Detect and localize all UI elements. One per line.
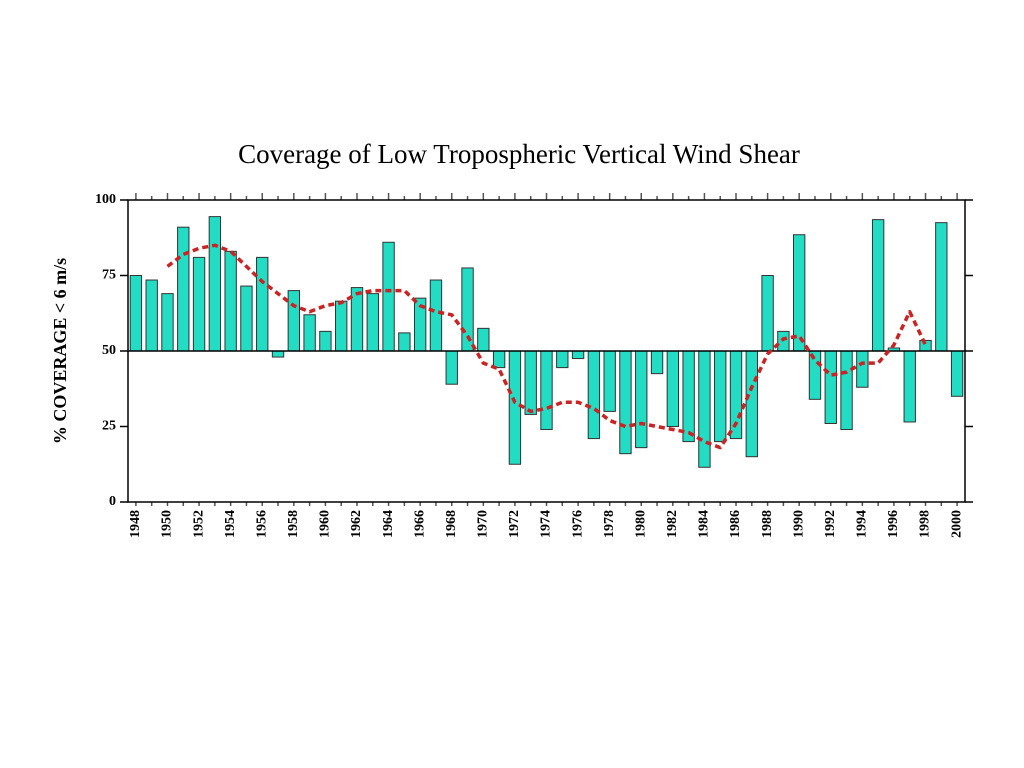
bar [587, 350, 601, 440]
bar [871, 219, 885, 352]
x-tick-label: 1960 [318, 510, 333, 538]
bar [429, 279, 443, 352]
bar [208, 216, 222, 352]
bar [571, 350, 585, 360]
smoothed-line [166, 243, 928, 450]
bar [335, 300, 348, 352]
x-tick-label: 1988 [760, 510, 775, 538]
y-tick-label: 50 [102, 343, 116, 358]
bar [935, 222, 948, 352]
bar [682, 350, 695, 443]
bar [792, 234, 806, 352]
bar [319, 330, 332, 352]
y-axis-label: % COVERAGE < 6 m/s [50, 258, 70, 444]
bar [524, 350, 537, 415]
bar [366, 293, 379, 352]
bar [161, 293, 174, 352]
x-tick-label: 1966 [412, 510, 427, 538]
bar [240, 285, 253, 352]
bar [745, 350, 758, 458]
bar [903, 350, 916, 423]
bar [540, 350, 553, 431]
x-tick-label: 1992 [823, 510, 838, 538]
bar [287, 290, 301, 352]
bar [477, 327, 490, 352]
x-tick-label: 1984 [697, 510, 712, 538]
bar [192, 256, 206, 352]
plot-frame [127, 199, 966, 503]
y-tick-label: 25 [102, 419, 116, 434]
bar [303, 314, 316, 352]
x-tick-label: 1968 [444, 510, 459, 538]
bar [698, 350, 711, 468]
bar [177, 226, 190, 352]
x-tick-label: 1956 [254, 510, 269, 538]
x-tick-label: 1998 [918, 510, 933, 538]
bar [635, 350, 648, 449]
x-tick-label: 1990 [791, 510, 806, 538]
bar [603, 350, 616, 412]
bar [508, 350, 522, 465]
bar [350, 287, 364, 352]
x-tick-label: 1962 [349, 510, 364, 538]
y-tick-label: 100 [95, 192, 116, 207]
bar [271, 350, 285, 358]
chart-title: Coverage of Low Tropospheric Vertical Wi… [238, 139, 800, 169]
x-tick-label: 1982 [665, 510, 680, 538]
x-tick-label: 1980 [633, 510, 648, 538]
bar [129, 275, 143, 352]
x-tick-label: 1950 [160, 510, 175, 538]
y-tick-label: 0 [109, 494, 116, 509]
bar [224, 250, 237, 352]
bar [650, 350, 664, 375]
x-tick-label: 1954 [223, 510, 238, 538]
bar [256, 256, 269, 352]
x-tick-label: 1948 [128, 510, 143, 538]
x-tick-label: 1972 [507, 510, 522, 538]
bar [145, 279, 158, 352]
x-tick-label: 1978 [602, 510, 617, 538]
bar [619, 350, 632, 455]
x-tick-label: 1964 [381, 510, 396, 538]
x-tick-label: 1976 [570, 510, 585, 538]
x-tick-label: 1958 [286, 510, 301, 538]
x-tick-label: 1996 [886, 510, 901, 538]
x-tick-label: 1974 [539, 510, 554, 538]
x-tick-label: 1952 [191, 510, 206, 538]
y-tick-label: 75 [102, 268, 116, 283]
bar [950, 350, 964, 397]
bar [556, 350, 569, 369]
bar [761, 275, 774, 352]
bar [445, 350, 458, 385]
x-tick-label: 1970 [476, 510, 491, 538]
x-tick-label: 1986 [728, 510, 743, 538]
bar [666, 350, 680, 427]
x-tick-label: 2000 [949, 510, 964, 538]
bar [492, 350, 506, 369]
bar [398, 332, 411, 352]
bar [856, 350, 869, 388]
bar [824, 350, 837, 424]
bar [382, 241, 395, 352]
bar [714, 350, 727, 443]
x-tick-label: 1994 [855, 510, 870, 538]
bar [840, 350, 853, 431]
